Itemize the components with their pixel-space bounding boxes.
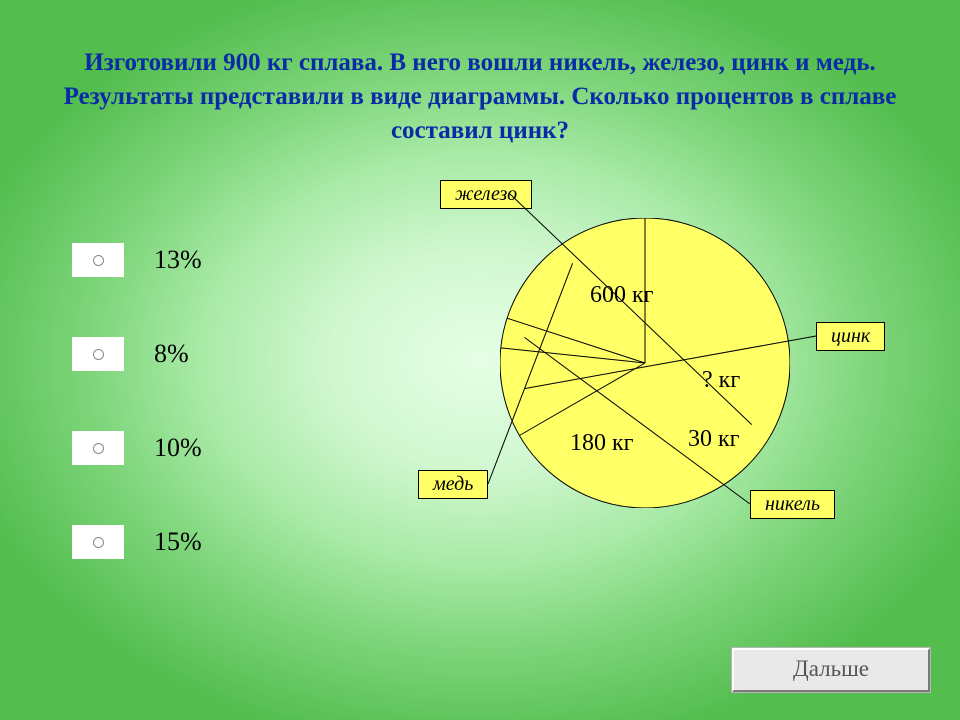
answer-option-2[interactable]: 8% bbox=[72, 332, 202, 376]
radio-box[interactable] bbox=[72, 525, 124, 559]
radio-box[interactable] bbox=[72, 431, 124, 465]
answer-option-3[interactable]: 10% bbox=[72, 426, 202, 470]
answer-option-1[interactable]: 13% bbox=[72, 238, 202, 282]
slice-label-nickel: 30 кг bbox=[688, 426, 740, 453]
question-text: Изготовили 900 кг сплава. В него вошли н… bbox=[50, 46, 910, 147]
answer-label: 13% bbox=[154, 245, 202, 275]
answers-group: 13% 8% 10% 15% bbox=[72, 238, 202, 614]
answer-label: 10% bbox=[154, 433, 202, 463]
slide-stage: Изготовили 900 кг сплава. В него вошли н… bbox=[0, 0, 960, 720]
tag-copper: медь bbox=[418, 470, 488, 499]
radio-box[interactable] bbox=[72, 243, 124, 277]
radio-icon bbox=[93, 349, 104, 360]
answer-label: 8% bbox=[154, 339, 189, 369]
answer-option-4[interactable]: 15% bbox=[72, 520, 202, 564]
slice-label-copper: 180 кг bbox=[570, 430, 634, 457]
radio-icon bbox=[93, 537, 104, 548]
slice-label-zinc: ? кг bbox=[702, 367, 740, 394]
slice-label-iron: 600 кг bbox=[590, 282, 654, 309]
radio-icon bbox=[93, 255, 104, 266]
radio-box[interactable] bbox=[72, 337, 124, 371]
pie-chart-area: 600 кг ? кг 30 кг 180 кг железо цинк ник… bbox=[430, 182, 950, 542]
tag-iron: железо bbox=[440, 180, 532, 209]
radio-icon bbox=[93, 443, 104, 454]
answer-label: 15% bbox=[154, 527, 202, 557]
next-button[interactable]: Дальше bbox=[732, 648, 930, 692]
pie-chart bbox=[500, 218, 790, 508]
tag-nickel: никель bbox=[750, 490, 835, 519]
tag-zinc: цинк bbox=[816, 322, 885, 351]
